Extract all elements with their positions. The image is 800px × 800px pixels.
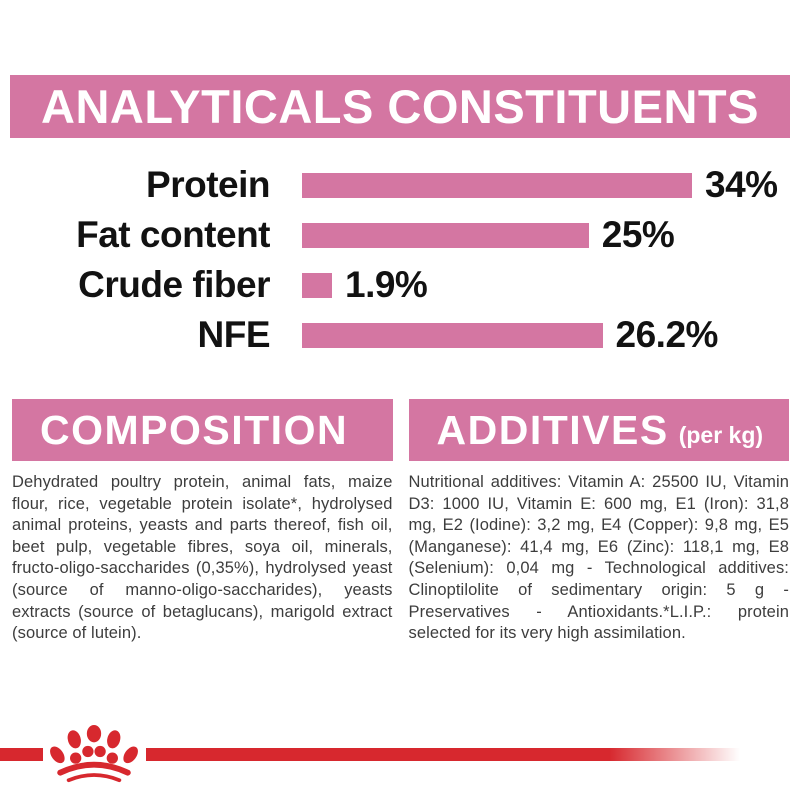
chart-row-label: Fat content (76, 214, 270, 255)
chart-row-label: Protein (146, 164, 270, 205)
analyticals-title: ANALYTICALS CONSTITUENTS (41, 80, 759, 133)
divider-line-right (146, 748, 740, 761)
chart-bar-value: 25% (601, 214, 675, 255)
info-columns: COMPOSITION Dehydrated poultry protein, … (12, 399, 789, 645)
chart-row-label: NFE (197, 314, 271, 355)
chart-bar-value: 34% (705, 164, 778, 205)
composition-section: COMPOSITION Dehydrated poultry protein, … (12, 399, 393, 645)
composition-text: Dehydrated poultry protein, animal fats,… (12, 473, 393, 643)
chart-bar-value: 26.2% (615, 314, 719, 355)
chart-bar (302, 272, 332, 298)
chart-row: Protein 34% (0, 160, 800, 210)
chart-bar (302, 322, 603, 348)
divider-line-left (0, 748, 43, 761)
chart-bar-value: 1.9% (345, 264, 428, 305)
chart-bar (302, 222, 589, 248)
chart-row: Fat content 25% (0, 210, 800, 260)
chart-row-label: Crude fiber (78, 264, 270, 305)
additives-title: ADDITIVES (436, 406, 669, 453)
composition-header: COMPOSITION (12, 399, 393, 461)
additives-unit-label: (per kg) (678, 422, 764, 448)
chart-bar (302, 172, 692, 198)
additives-header: ADDITIVES (per kg) (408, 399, 789, 461)
composition-title: COMPOSITION (40, 406, 349, 453)
chart-row: Crude fiber 1.9% (0, 260, 800, 310)
chart-row: NFE 26.2% (0, 310, 800, 360)
analyticals-header-band: ANALYTICALS CONSTITUENTS (10, 75, 790, 138)
additives-text: Nutritional additives: Vitamin A: 25500 … (408, 473, 789, 643)
constituents-chart: Protein 34% Fat content 25% Crude fiber … (0, 160, 800, 360)
royal-canin-crown-icon (50, 725, 138, 783)
additives-section: ADDITIVES (per kg) Nutritional additives… (408, 399, 789, 645)
